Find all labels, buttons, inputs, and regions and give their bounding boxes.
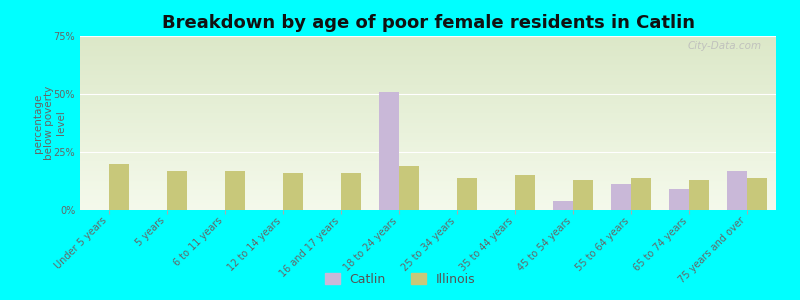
Legend: Catlin, Illinois: Catlin, Illinois <box>319 268 481 291</box>
Bar <box>553 201 573 210</box>
Bar <box>515 175 535 210</box>
Bar <box>573 180 594 210</box>
Bar <box>689 180 710 210</box>
Bar <box>610 184 631 210</box>
Bar <box>378 92 399 210</box>
Text: City-Data.com: City-Data.com <box>688 41 762 51</box>
Bar <box>631 178 651 210</box>
Bar <box>747 178 767 210</box>
Bar <box>225 171 246 210</box>
Y-axis label: percentage
below poverty
level: percentage below poverty level <box>33 86 66 160</box>
Bar <box>726 171 747 210</box>
Bar <box>283 173 303 210</box>
Bar <box>669 189 689 210</box>
Bar <box>399 166 419 210</box>
Bar <box>167 171 187 210</box>
Bar <box>341 173 362 210</box>
Bar <box>457 178 478 210</box>
Title: Breakdown by age of poor female residents in Catlin: Breakdown by age of poor female resident… <box>162 14 694 32</box>
Bar <box>109 164 130 210</box>
